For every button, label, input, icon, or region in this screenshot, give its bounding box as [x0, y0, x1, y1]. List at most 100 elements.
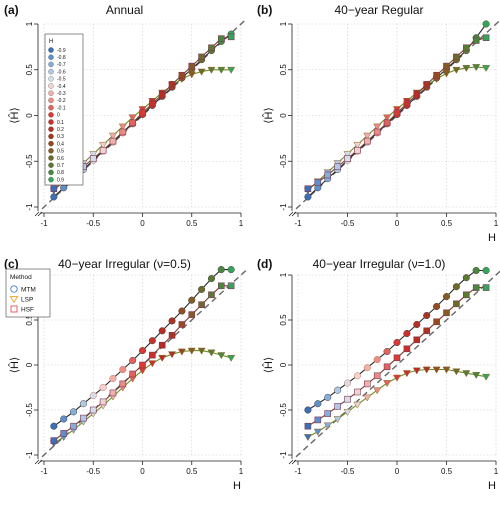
point-hsf: [198, 301, 205, 309]
legend-label: -0.4: [57, 84, 66, 90]
y-tick-label: -1: [279, 451, 288, 459]
legend-marker-square: [10, 305, 18, 313]
point-hsf: [109, 389, 117, 397]
point-mtm: [178, 307, 186, 315]
legend-swatch: [48, 90, 54, 96]
point-hsf: [363, 137, 371, 145]
point-mtm: [452, 283, 460, 291]
legend-swatch: [48, 126, 54, 132]
point-mtm: [324, 393, 332, 401]
point-mtm: [188, 296, 196, 304]
legend-label: -0.7: [57, 62, 66, 68]
legend-marker-circle: [10, 285, 18, 293]
point-hsf: [354, 146, 361, 154]
point-mtm: [79, 400, 87, 408]
point-hsf: [304, 185, 312, 192]
x-axis-label: H: [488, 480, 496, 492]
point-hsf: [50, 437, 58, 444]
x-tick-label: 1: [494, 219, 499, 228]
point-lsp: [207, 66, 216, 74]
point-hsf: [119, 128, 127, 136]
legend-swatch: [48, 176, 54, 183]
y-axis-label: ⟨Ĥ⟩: [262, 107, 275, 124]
y-tick-label: -1: [25, 451, 34, 459]
point-hsf: [403, 345, 411, 353]
point-mtm: [138, 347, 147, 355]
legend-label: -0.9: [57, 48, 66, 54]
y-axis-label: ⟨Ĥ⟩: [262, 357, 275, 374]
point-lsp: [158, 354, 167, 362]
point-hsf: [423, 327, 431, 335]
point-hsf: [482, 284, 490, 291]
x-tick-label: -0.5: [86, 219, 100, 228]
point-mtm: [227, 266, 235, 274]
point-lsp: [207, 349, 216, 357]
point-hsf: [443, 309, 450, 317]
point-lsp: [452, 66, 461, 74]
point-mtm: [472, 266, 480, 275]
point-mtm: [198, 285, 206, 293]
legend-label: -0.8: [57, 55, 66, 61]
y-tick-label: 1: [279, 272, 288, 277]
x-tick-label: -1: [40, 219, 48, 228]
point-mtm: [373, 356, 381, 364]
point-lsp: [177, 348, 186, 356]
point-lsp: [303, 434, 312, 442]
point-mtm: [89, 392, 97, 400]
legend-label: 0.4: [57, 141, 64, 147]
point-hsf: [413, 336, 421, 344]
identity-line: [295, 270, 500, 458]
point-hsf: [70, 422, 77, 430]
point-lsp: [363, 394, 372, 402]
point-lsp: [118, 123, 127, 131]
y-tick-label: -1: [279, 203, 288, 211]
y-tick-label: 0: [279, 362, 288, 367]
x-tick-label: 0.5: [441, 467, 453, 476]
point-mtm: [442, 293, 451, 301]
x-tick-label: 1: [494, 467, 499, 476]
point-hsf: [227, 33, 235, 41]
point-lsp: [462, 65, 471, 73]
point-lsp: [462, 370, 471, 378]
point-hsf: [188, 62, 196, 70]
point-hsf: [373, 128, 381, 136]
y-tick-label: -0.5: [279, 403, 288, 417]
point-lsp: [217, 352, 226, 360]
legend-label: -0.1: [57, 105, 66, 111]
point-hsf: [433, 318, 440, 326]
point-hsf: [433, 71, 440, 79]
y-tick-label: -0.5: [25, 154, 34, 168]
panel-title: 40−year Regular: [334, 3, 423, 17]
legend-label: 0.9: [57, 177, 64, 183]
point-hsf: [158, 91, 166, 98]
point-hsf: [344, 155, 351, 162]
point-hsf: [403, 100, 411, 107]
point-mtm: [393, 338, 401, 347]
point-mtm: [482, 266, 490, 275]
point-lsp: [128, 114, 137, 122]
point-mtm: [482, 20, 490, 28]
x-tick-label: 0: [140, 219, 145, 228]
point-mtm: [60, 415, 68, 423]
point-hsf: [482, 34, 490, 42]
point-mtm: [129, 356, 137, 365]
point-lsp: [383, 380, 392, 388]
legend-swatch: [48, 148, 54, 154]
point-lsp: [108, 132, 117, 140]
legend-title: H: [49, 39, 53, 45]
point-mtm: [353, 372, 361, 380]
point-hsf: [149, 351, 156, 359]
point-lsp: [363, 132, 372, 140]
point-hsf: [383, 363, 391, 371]
legend-label: -0.2: [57, 98, 66, 104]
panel-letter: (a): [4, 3, 19, 17]
axis-break-mark: [288, 459, 297, 465]
point-hsf: [158, 341, 166, 349]
axis-break-mark: [288, 211, 297, 217]
legend-swatch: [48, 47, 54, 53]
x-tick-label: 1: [239, 219, 244, 228]
point-mtm: [433, 302, 441, 311]
point-lsp: [442, 70, 451, 78]
point-hsf: [363, 380, 371, 388]
point-lsp: [373, 123, 382, 131]
